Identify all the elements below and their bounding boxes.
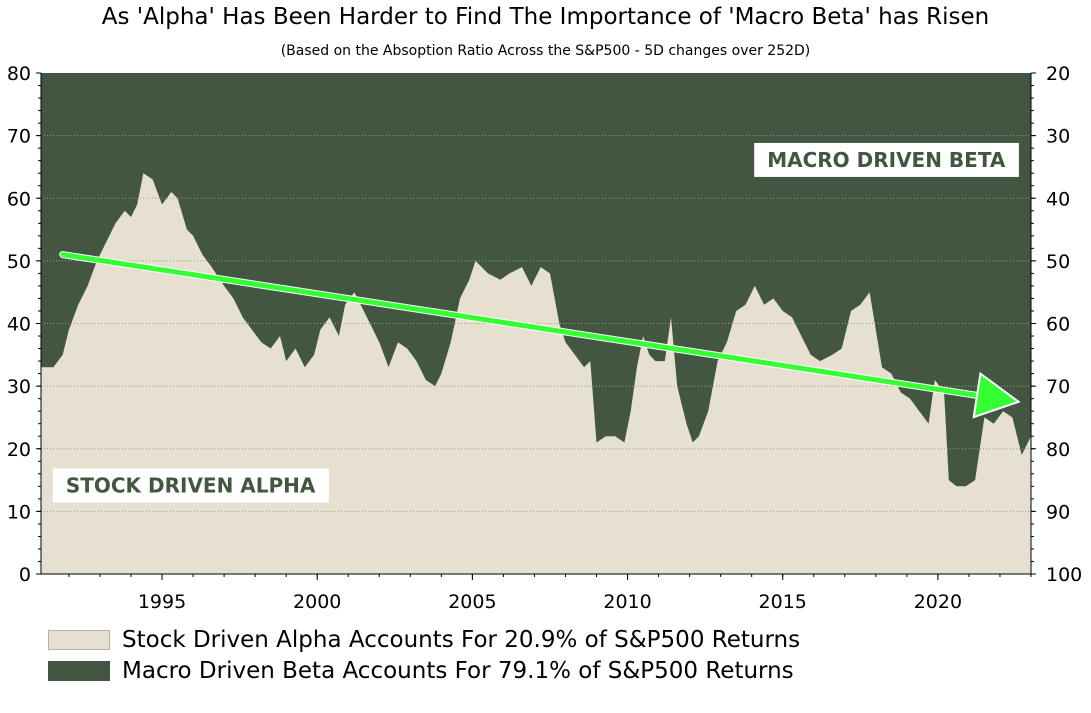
- y-left-tick-label: 40: [7, 314, 31, 336]
- x-tick-label: 2000: [293, 591, 341, 613]
- y-right-tick-label: 60: [1046, 314, 1070, 336]
- y-right-tick-label: 30: [1046, 126, 1070, 148]
- y-right-tick-label: 40: [1046, 188, 1070, 210]
- annotation-macro-box: [754, 142, 1019, 177]
- x-tick-label: 2005: [448, 591, 496, 613]
- legend-item-beta: Macro Driven Beta Accounts For 79.1% of …: [48, 655, 800, 686]
- y-right-tick-label: 80: [1046, 439, 1070, 461]
- annotation-macro-text: MACRO DRIVEN BETA: [767, 148, 1006, 172]
- y-right-tick-label: 100: [1046, 564, 1082, 586]
- legend: Stock Driven Alpha Accounts For 20.9% of…: [48, 624, 800, 686]
- trend-arrow-line: [60, 252, 980, 398]
- y-right-tick-label: 90: [1046, 501, 1070, 523]
- trend-arrow-head: [972, 371, 1021, 419]
- legend-swatch-alpha: [48, 629, 110, 650]
- y-left-tick-label: 50: [7, 251, 31, 273]
- y-right-tick-label: 50: [1046, 251, 1070, 273]
- annotation-stock-text: STOCK DRIVEN ALPHA: [66, 474, 316, 498]
- y-left-tick-label: 80: [7, 63, 31, 85]
- y-left-tick-label: 10: [7, 501, 31, 523]
- annotation-macro: MACRO DRIVEN BETA: [754, 142, 1019, 177]
- legend-label-alpha: Stock Driven Alpha Accounts For 20.9% of…: [122, 626, 801, 653]
- y-left-tick-label: 30: [7, 376, 31, 398]
- x-tick-label: 2015: [759, 591, 807, 613]
- y-right-tick-label: 20: [1046, 63, 1070, 85]
- chart-subtitle: (Based on the Absoption Ratio Across the…: [280, 43, 811, 59]
- y-left-tick-label: 60: [7, 188, 31, 210]
- y-left-tick-label: 20: [7, 439, 31, 461]
- chart-title: As 'Alpha' Has Been Harder to Find The I…: [101, 4, 990, 30]
- x-tick-label: 2010: [603, 591, 651, 613]
- y-left-tick-label: 0: [19, 564, 31, 586]
- legend-label-beta: Macro Driven Beta Accounts For 79.1% of …: [122, 657, 794, 684]
- annotation-stock-box: [52, 468, 329, 503]
- legend-item-alpha: Stock Driven Alpha Accounts For 20.9% of…: [48, 624, 800, 655]
- y-left-tick-label: 70: [7, 126, 31, 148]
- legend-swatch-beta: [48, 660, 110, 681]
- x-tick-label: 1995: [138, 591, 186, 613]
- x-tick-label: 2020: [914, 591, 962, 613]
- y-right-tick-label: 70: [1046, 376, 1070, 398]
- annotation-stock: STOCK DRIVEN ALPHA: [52, 468, 329, 503]
